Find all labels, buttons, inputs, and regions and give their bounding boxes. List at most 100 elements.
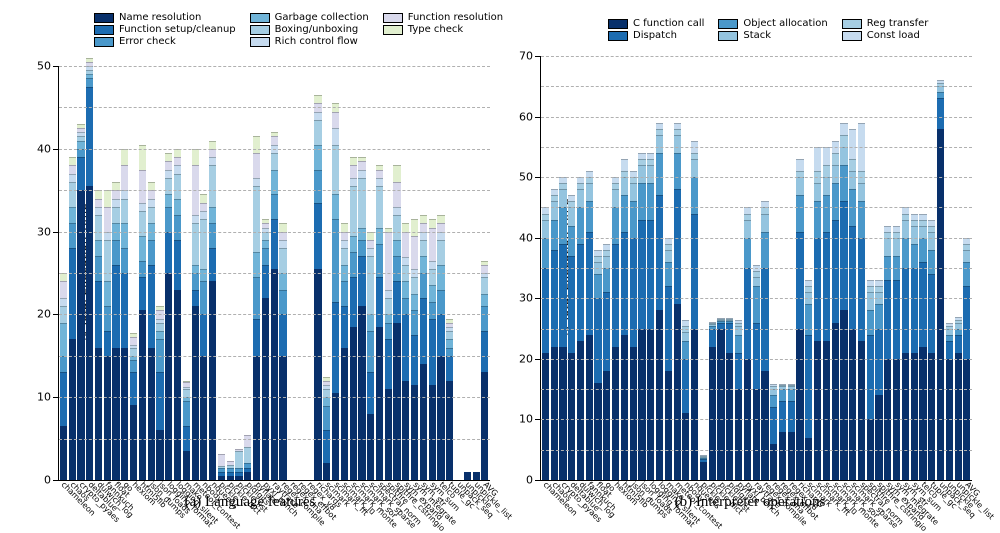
bar-segment xyxy=(823,341,830,480)
bar-segment xyxy=(911,226,918,244)
bar-segment xyxy=(542,268,549,353)
bar-segment xyxy=(437,223,444,231)
bar: unpickle_list xyxy=(473,472,480,480)
bar-segment xyxy=(744,220,751,238)
bar-segment xyxy=(314,203,321,269)
bar-segment xyxy=(674,189,681,304)
bar-segment xyxy=(209,223,216,248)
bar-segment xyxy=(437,290,444,315)
bar-segment xyxy=(323,397,330,405)
bar-segment xyxy=(586,183,593,201)
bar: richards xyxy=(796,159,803,480)
bar-segment xyxy=(761,232,768,268)
bar-segment xyxy=(761,371,768,480)
ytick xyxy=(535,480,541,481)
bar-segment xyxy=(875,329,882,396)
bar-segment xyxy=(603,268,610,292)
bar-segment xyxy=(805,438,812,480)
bar-segment xyxy=(594,262,601,274)
ytick-label: 10 xyxy=(37,391,51,404)
bar-segment xyxy=(744,238,751,268)
bar-segment xyxy=(481,372,488,480)
bar-segment xyxy=(551,250,558,347)
bar: unpickle xyxy=(946,323,953,480)
bar-segment xyxy=(832,220,839,323)
bar: nqueens xyxy=(209,141,216,480)
legend-label: Reg transfer xyxy=(867,18,929,29)
legend-item: Rich control flow xyxy=(250,36,369,47)
bar-segment xyxy=(385,323,392,340)
bar-segment xyxy=(148,240,155,265)
bar-segment xyxy=(148,182,155,190)
bar-segment xyxy=(612,347,619,480)
bar-segment xyxy=(358,178,365,228)
bar-segment xyxy=(69,223,76,248)
bar-segment xyxy=(262,265,269,298)
bar-segment xyxy=(200,211,207,219)
bar-segment xyxy=(551,220,558,250)
bar-segment xyxy=(902,353,909,480)
legend-label: Function resolution xyxy=(408,12,503,23)
legend-label: Object allocation xyxy=(743,18,827,29)
bar: sym_str xyxy=(902,207,909,480)
bar: fannkuch xyxy=(586,171,593,480)
bar-segment xyxy=(112,199,119,207)
ytick xyxy=(53,397,59,398)
bar-segment xyxy=(788,401,795,431)
bar-segment xyxy=(919,347,926,480)
bar-segment xyxy=(437,314,444,355)
bar-segment xyxy=(271,170,278,195)
bar-segment xyxy=(612,244,619,347)
bar-segment xyxy=(858,183,865,201)
bar-segment xyxy=(104,240,111,281)
legend-swatch xyxy=(94,25,114,35)
bar-segment xyxy=(253,153,260,178)
bar-segment xyxy=(814,201,821,237)
bar-segment xyxy=(209,248,216,281)
bar-segment xyxy=(630,238,637,347)
bar-segment xyxy=(130,372,137,405)
bar-segment xyxy=(192,290,199,307)
bar-segment xyxy=(700,462,707,480)
bar-segment xyxy=(104,281,111,306)
bar-segment xyxy=(638,165,645,183)
bar-segment xyxy=(577,207,584,243)
bar-segment xyxy=(385,298,392,315)
bar-segment xyxy=(559,244,566,347)
bar-segment xyxy=(104,232,111,240)
bar-segment xyxy=(630,201,637,237)
bar-segment xyxy=(350,178,357,186)
bar: scimark_sor xyxy=(358,157,365,480)
bar-segment xyxy=(893,359,900,480)
bar-segment xyxy=(112,223,119,240)
bar-segment xyxy=(770,395,777,407)
bar-segment xyxy=(832,323,839,480)
bar-segment xyxy=(350,157,357,165)
legend-label: Name resolution xyxy=(119,12,201,23)
ytick-label: 0 xyxy=(44,474,51,487)
bar-segment xyxy=(411,236,418,269)
bar: regex_compile xyxy=(279,223,286,480)
bar: spectral_norm xyxy=(376,165,383,480)
bar-segment xyxy=(840,201,847,310)
bar-segment xyxy=(402,281,409,298)
bar-segment xyxy=(253,136,260,153)
plot-b: % Total Execution Time chameleonchaoscry… xyxy=(540,56,972,481)
bar-segment xyxy=(823,165,830,177)
bar-segment xyxy=(60,273,67,281)
legend-item: Garbage collection xyxy=(250,12,369,23)
bar-segment xyxy=(112,182,119,190)
legend-swatch xyxy=(842,19,862,29)
bar: scimark_sparse xyxy=(849,129,856,480)
bar-segment xyxy=(156,372,163,430)
bar-segment xyxy=(884,256,891,280)
bar-segment xyxy=(77,157,84,190)
bar-segment xyxy=(682,359,689,414)
bar-segment xyxy=(937,129,944,480)
bar-segment xyxy=(849,189,856,225)
bar-segment xyxy=(586,201,593,231)
bar-segment xyxy=(402,232,409,257)
bar-segment xyxy=(717,329,724,480)
bar-segment xyxy=(271,219,278,269)
bar: dulwich_log xyxy=(95,190,102,480)
